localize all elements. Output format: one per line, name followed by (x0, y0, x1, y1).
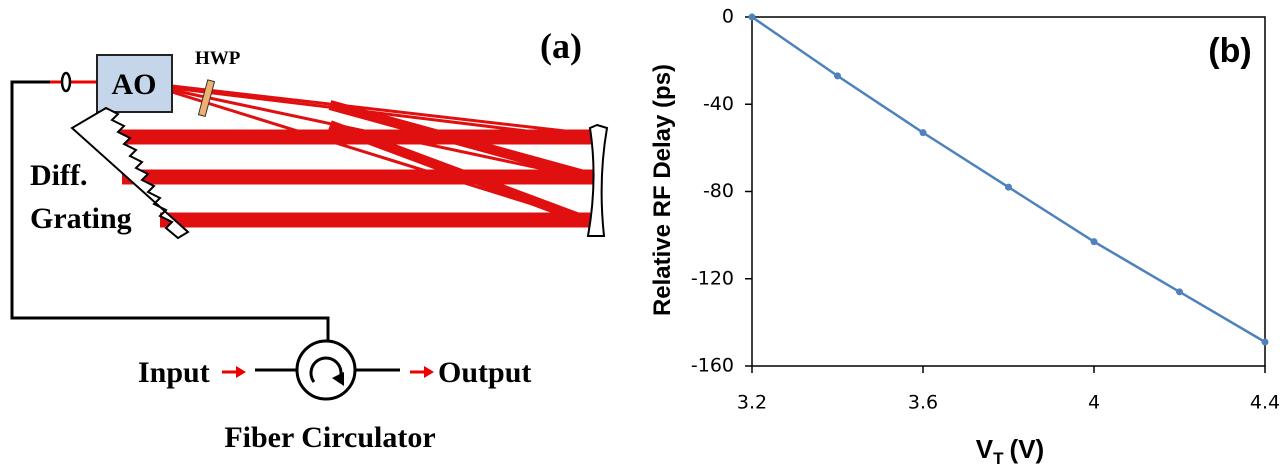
ao-box (96, 54, 173, 113)
beams (95, 84, 601, 228)
input-label: Input (138, 356, 210, 389)
circulator-label: Fiber Circulator (224, 421, 435, 454)
grating-label: Diff. (30, 159, 87, 192)
data-point (748, 13, 756, 21)
hwp-plate (197, 79, 216, 118)
output-label: Output (438, 356, 531, 389)
y-axis-label: Relative RF Delay (ps) (649, 64, 676, 316)
data-point (1176, 288, 1183, 296)
panel-label: (a) (540, 26, 582, 66)
x-axis-label: VT (V) (976, 434, 1044, 464)
diagram: AO HWP Diff. Grating (a) Input Output Fi… (10, 26, 609, 454)
x-tick-label: 3.6 (908, 392, 938, 414)
y-tick-label: -80 (703, 180, 734, 202)
data-point (919, 129, 927, 137)
circulator (295, 339, 357, 401)
x-tick-label: 4.4 (1250, 392, 1280, 414)
ao-label: AO (112, 68, 157, 101)
arrowhead (236, 366, 246, 378)
y-tick-label: -40 (703, 93, 734, 115)
mirror (586, 123, 609, 237)
grating (70, 106, 190, 240)
data-point (834, 72, 841, 80)
data-point (1090, 238, 1098, 246)
x-tick-label: 3.2 (737, 392, 767, 414)
chart: (b) Relative RF Delay (ps) VT (V) 0 -40 -80… (649, 6, 1280, 464)
y-tick-label: 0 (722, 6, 734, 28)
y-tick-label: -160 (691, 355, 734, 377)
fiber (10, 80, 330, 342)
grating-label: Grating (30, 202, 132, 235)
data-line (751, 15, 1266, 344)
x-tick-label: 4 (1088, 392, 1100, 414)
y-tick-label: -120 (691, 267, 734, 289)
lens (60, 71, 72, 93)
data-point (1261, 338, 1269, 346)
x-label-unit: (V) (1010, 434, 1045, 464)
arrowhead (424, 366, 434, 378)
hwp-label: HWP (195, 48, 241, 69)
circulator-arrowhead (332, 372, 344, 386)
x-label-main: V (976, 434, 994, 464)
panel-label: (b) (1208, 32, 1251, 70)
data-point (1005, 183, 1012, 191)
x-label-sub: T (993, 449, 1004, 464)
